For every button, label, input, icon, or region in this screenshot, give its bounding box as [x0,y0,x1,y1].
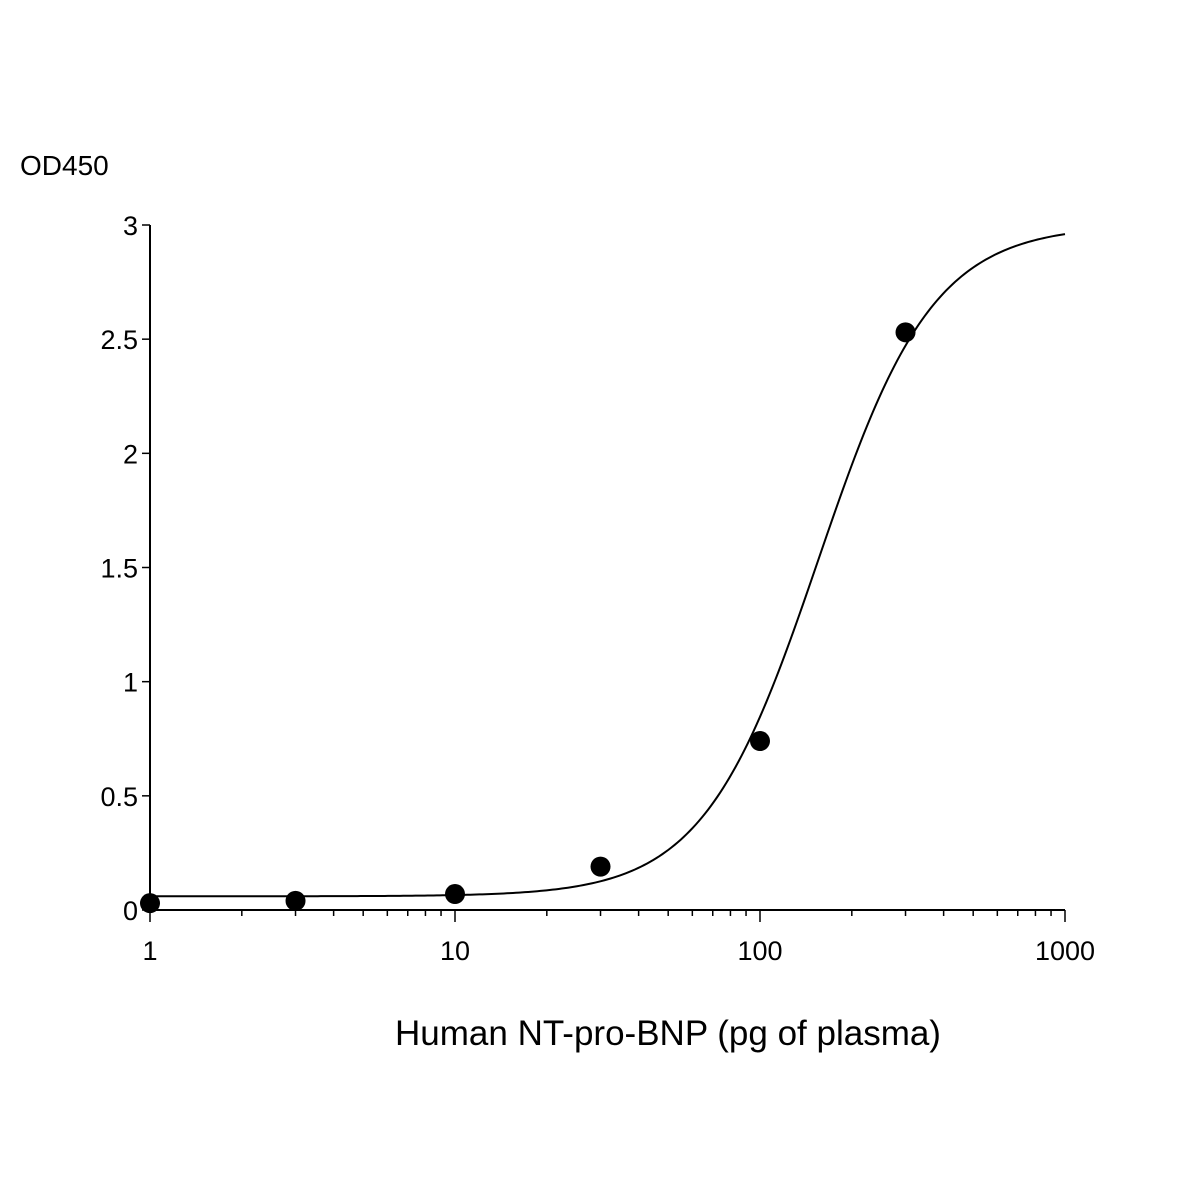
y-tick-label: 1.5 [100,554,138,584]
y-tick-label: 3 [123,211,138,241]
data-point [750,731,770,752]
data-point [285,890,306,911]
x-axis-ticks: 1 10 100 1000 [142,910,1095,966]
data-point [445,884,465,905]
x-tick-label: 100 [737,936,782,966]
data-points [140,322,916,914]
y-tick-label: 1 [123,668,138,698]
data-point [895,322,916,343]
y-tick-label: 0 [123,896,138,926]
x-tick-label: 10 [440,936,470,966]
x-axis-title: Human NT-pro-BNP (pg of plasma) [395,1014,941,1053]
y-tick-label: 0.5 [100,782,138,812]
x-tick-label: 1000 [1035,936,1095,966]
y-tick-label: 2 [123,439,138,469]
y-axis-title: OD450 [20,150,109,181]
y-tick-label: 2.5 [100,325,138,355]
fit-curve [150,233,1066,898]
data-point [590,856,611,877]
y-axis-ticks: 0 0.5 1 1.5 2 2.5 3 [100,211,150,926]
data-point [140,893,160,914]
x-tick-label: 1 [142,936,157,966]
